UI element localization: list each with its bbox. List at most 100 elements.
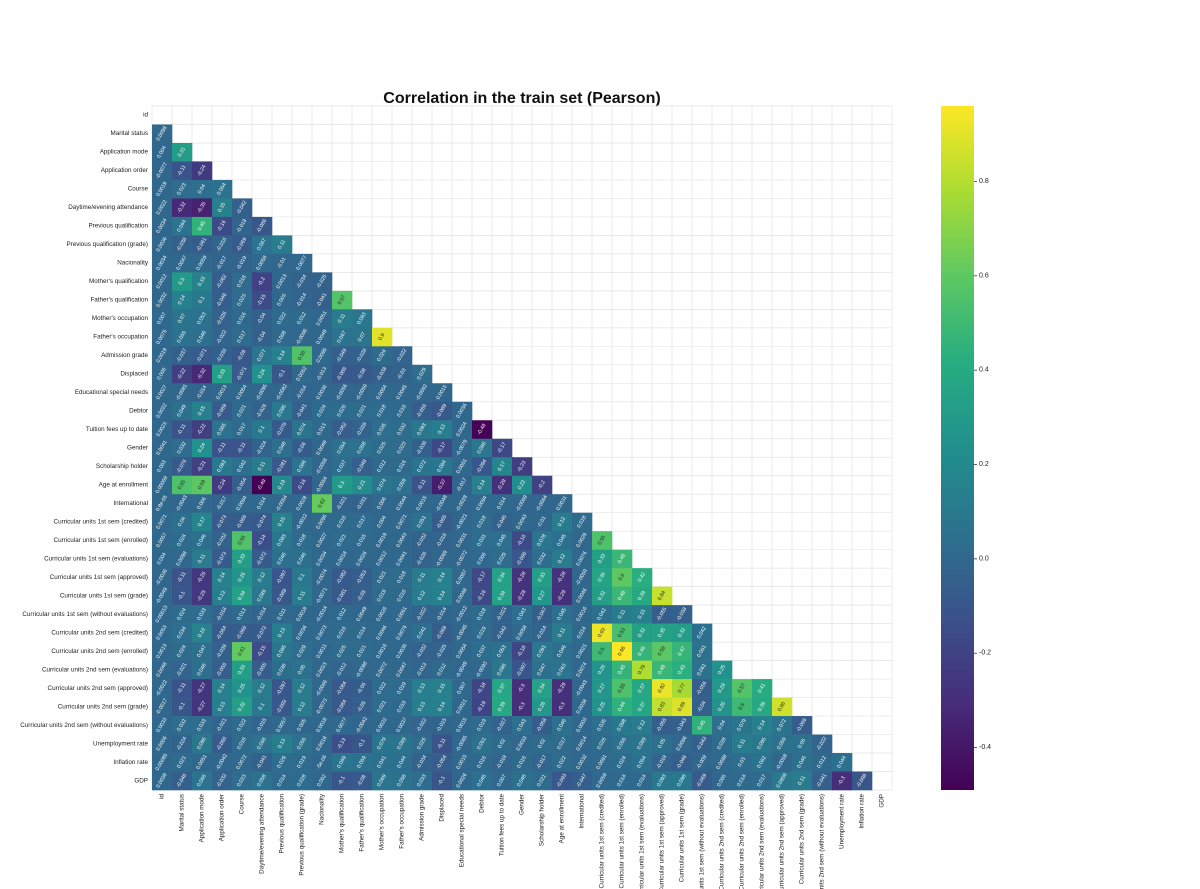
heatmap-cell: [152, 549, 173, 569]
cell-value-label: 0.045: [496, 533, 508, 547]
heatmap-cell: [552, 512, 573, 532]
cell-value-label: -0.06: [296, 441, 307, 454]
cell-value-label: 0.57: [737, 682, 747, 694]
heatmap-cell: [472, 512, 493, 532]
heatmap-cell: [452, 457, 473, 477]
cell-value-label: 0.17: [497, 461, 507, 473]
heatmap-cell: [192, 401, 213, 421]
heatmap-cell: [252, 679, 273, 698]
heatmap-cell: [692, 697, 713, 717]
y-tick-label: Mother's occupation: [92, 315, 149, 322]
cell-value-label: -0.13: [336, 737, 347, 750]
heatmap-cell: [312, 272, 333, 292]
heatmap-cell: [652, 697, 673, 717]
heatmap-cell: [452, 716, 473, 735]
heatmap-cell: [292, 309, 313, 329]
cell-value-label: 0.45: [697, 719, 707, 731]
heatmap-cell: [392, 549, 413, 569]
heatmap-cell: [372, 401, 393, 421]
heatmap-cell: [192, 216, 213, 236]
heatmap-cell: [372, 716, 393, 735]
cell-value-label: 0.44: [617, 701, 627, 713]
heatmap-cell: [292, 290, 313, 310]
heatmap-cell: [272, 512, 293, 532]
heatmap-cell: [312, 568, 333, 587]
heatmap-cell: [172, 142, 193, 162]
cell-value-label: 0.046: [796, 755, 808, 769]
heatmap-cell: [432, 623, 453, 643]
heatmap-cell: [372, 568, 393, 587]
cell-value-label: 0.003: [156, 459, 168, 473]
x-tick-label: Curricular units 1st sem (approved): [659, 794, 666, 889]
heatmap-cell: [292, 531, 313, 550]
heatmap-cell: [212, 235, 233, 255]
cell-value-label: 0.046: [276, 552, 288, 566]
cell-value-label: 0.92: [657, 682, 667, 694]
cell-value-label: 0.5: [598, 647, 607, 656]
heatmap-cell: [172, 457, 193, 477]
cell-value-label: 0.45: [197, 220, 207, 232]
cell-value-label: 0.051: [416, 515, 428, 529]
x-tick-label: Curricular units 1st sem (grade): [679, 794, 686, 882]
heatmap-cell: [172, 716, 193, 735]
cell-value-label: 0.012: [436, 663, 448, 677]
cell-value-label: -0.05: [356, 589, 367, 602]
heatmap-cell: [392, 679, 413, 698]
cell-value-label: 0.024: [616, 755, 628, 769]
cell-value-label: 0.055: [296, 737, 308, 751]
cell-value-label: 0.023: [176, 182, 188, 196]
heatmap-cell: [452, 679, 473, 698]
heatmap-cell: [552, 734, 573, 754]
cell-value-label: 0.32: [677, 627, 687, 639]
heatmap-cell: [452, 771, 473, 791]
heatmap-cell: [452, 753, 473, 772]
cell-value-label: 0.16: [197, 627, 207, 639]
cell-value-label: 0.095: [276, 404, 288, 418]
cell-value-label: 0.054: [216, 182, 228, 196]
y-tick-label: Age at enrollment: [99, 481, 149, 488]
heatmap-cell: [372, 327, 393, 347]
cell-value-label: 0.072: [416, 459, 428, 473]
heatmap-cell: [152, 124, 173, 144]
cell-value-label: 0.098: [616, 718, 628, 732]
heatmap-cell: [292, 253, 313, 273]
x-tick-label: Debtor: [479, 794, 486, 813]
heatmap-cell: [332, 771, 353, 791]
heatmap-cell: [392, 660, 413, 680]
heatmap-cell: [332, 420, 353, 440]
heatmap-cell: [692, 623, 713, 643]
cell-value-label: 0.13: [437, 424, 447, 436]
cell-value-label: 0.008: [276, 330, 288, 344]
heatmap-cell: [332, 475, 353, 495]
cell-value-label: 0.26: [237, 571, 247, 583]
heatmap-cell: [332, 327, 353, 347]
heatmap-cell: [332, 642, 353, 661]
cell-value-label: 0.018: [476, 607, 488, 621]
cell-value-label: 0.011: [276, 607, 288, 621]
y-tick-label: Curricular units 2nd sem (approved): [48, 685, 148, 692]
heatmap-cell: [452, 660, 473, 680]
heatmap-cell: [252, 753, 273, 772]
heatmap-cell: [432, 401, 453, 421]
cell-value-label: 0.39: [637, 590, 647, 602]
cell-value-label: 0.046: [296, 552, 308, 566]
heatmap-cell: [392, 753, 413, 772]
heatmap-cell: [232, 401, 253, 421]
cell-value-label: 0.069: [376, 774, 388, 788]
cell-value-label: 0.03: [737, 756, 747, 768]
cell-value-label: 0.042: [696, 626, 708, 640]
cell-value-label: -0.11: [417, 478, 428, 491]
heatmap-cell: [412, 642, 433, 661]
y-tick-label: Scholarship holder: [96, 463, 148, 470]
heatmap-cell: [212, 679, 233, 698]
heatmap-cell: [332, 549, 353, 569]
cell-value-label: 0.048: [276, 441, 288, 455]
heatmap-cell: [752, 771, 773, 791]
cell-value-label: -0.3: [517, 701, 527, 712]
heatmap-cell: [232, 494, 253, 514]
heatmap-cell: [492, 660, 513, 680]
heatmap-cell: [452, 420, 473, 440]
cell-value-label: 0.085: [276, 644, 288, 658]
heatmap-cell: [232, 697, 253, 717]
heatmap-cell: [232, 309, 253, 329]
